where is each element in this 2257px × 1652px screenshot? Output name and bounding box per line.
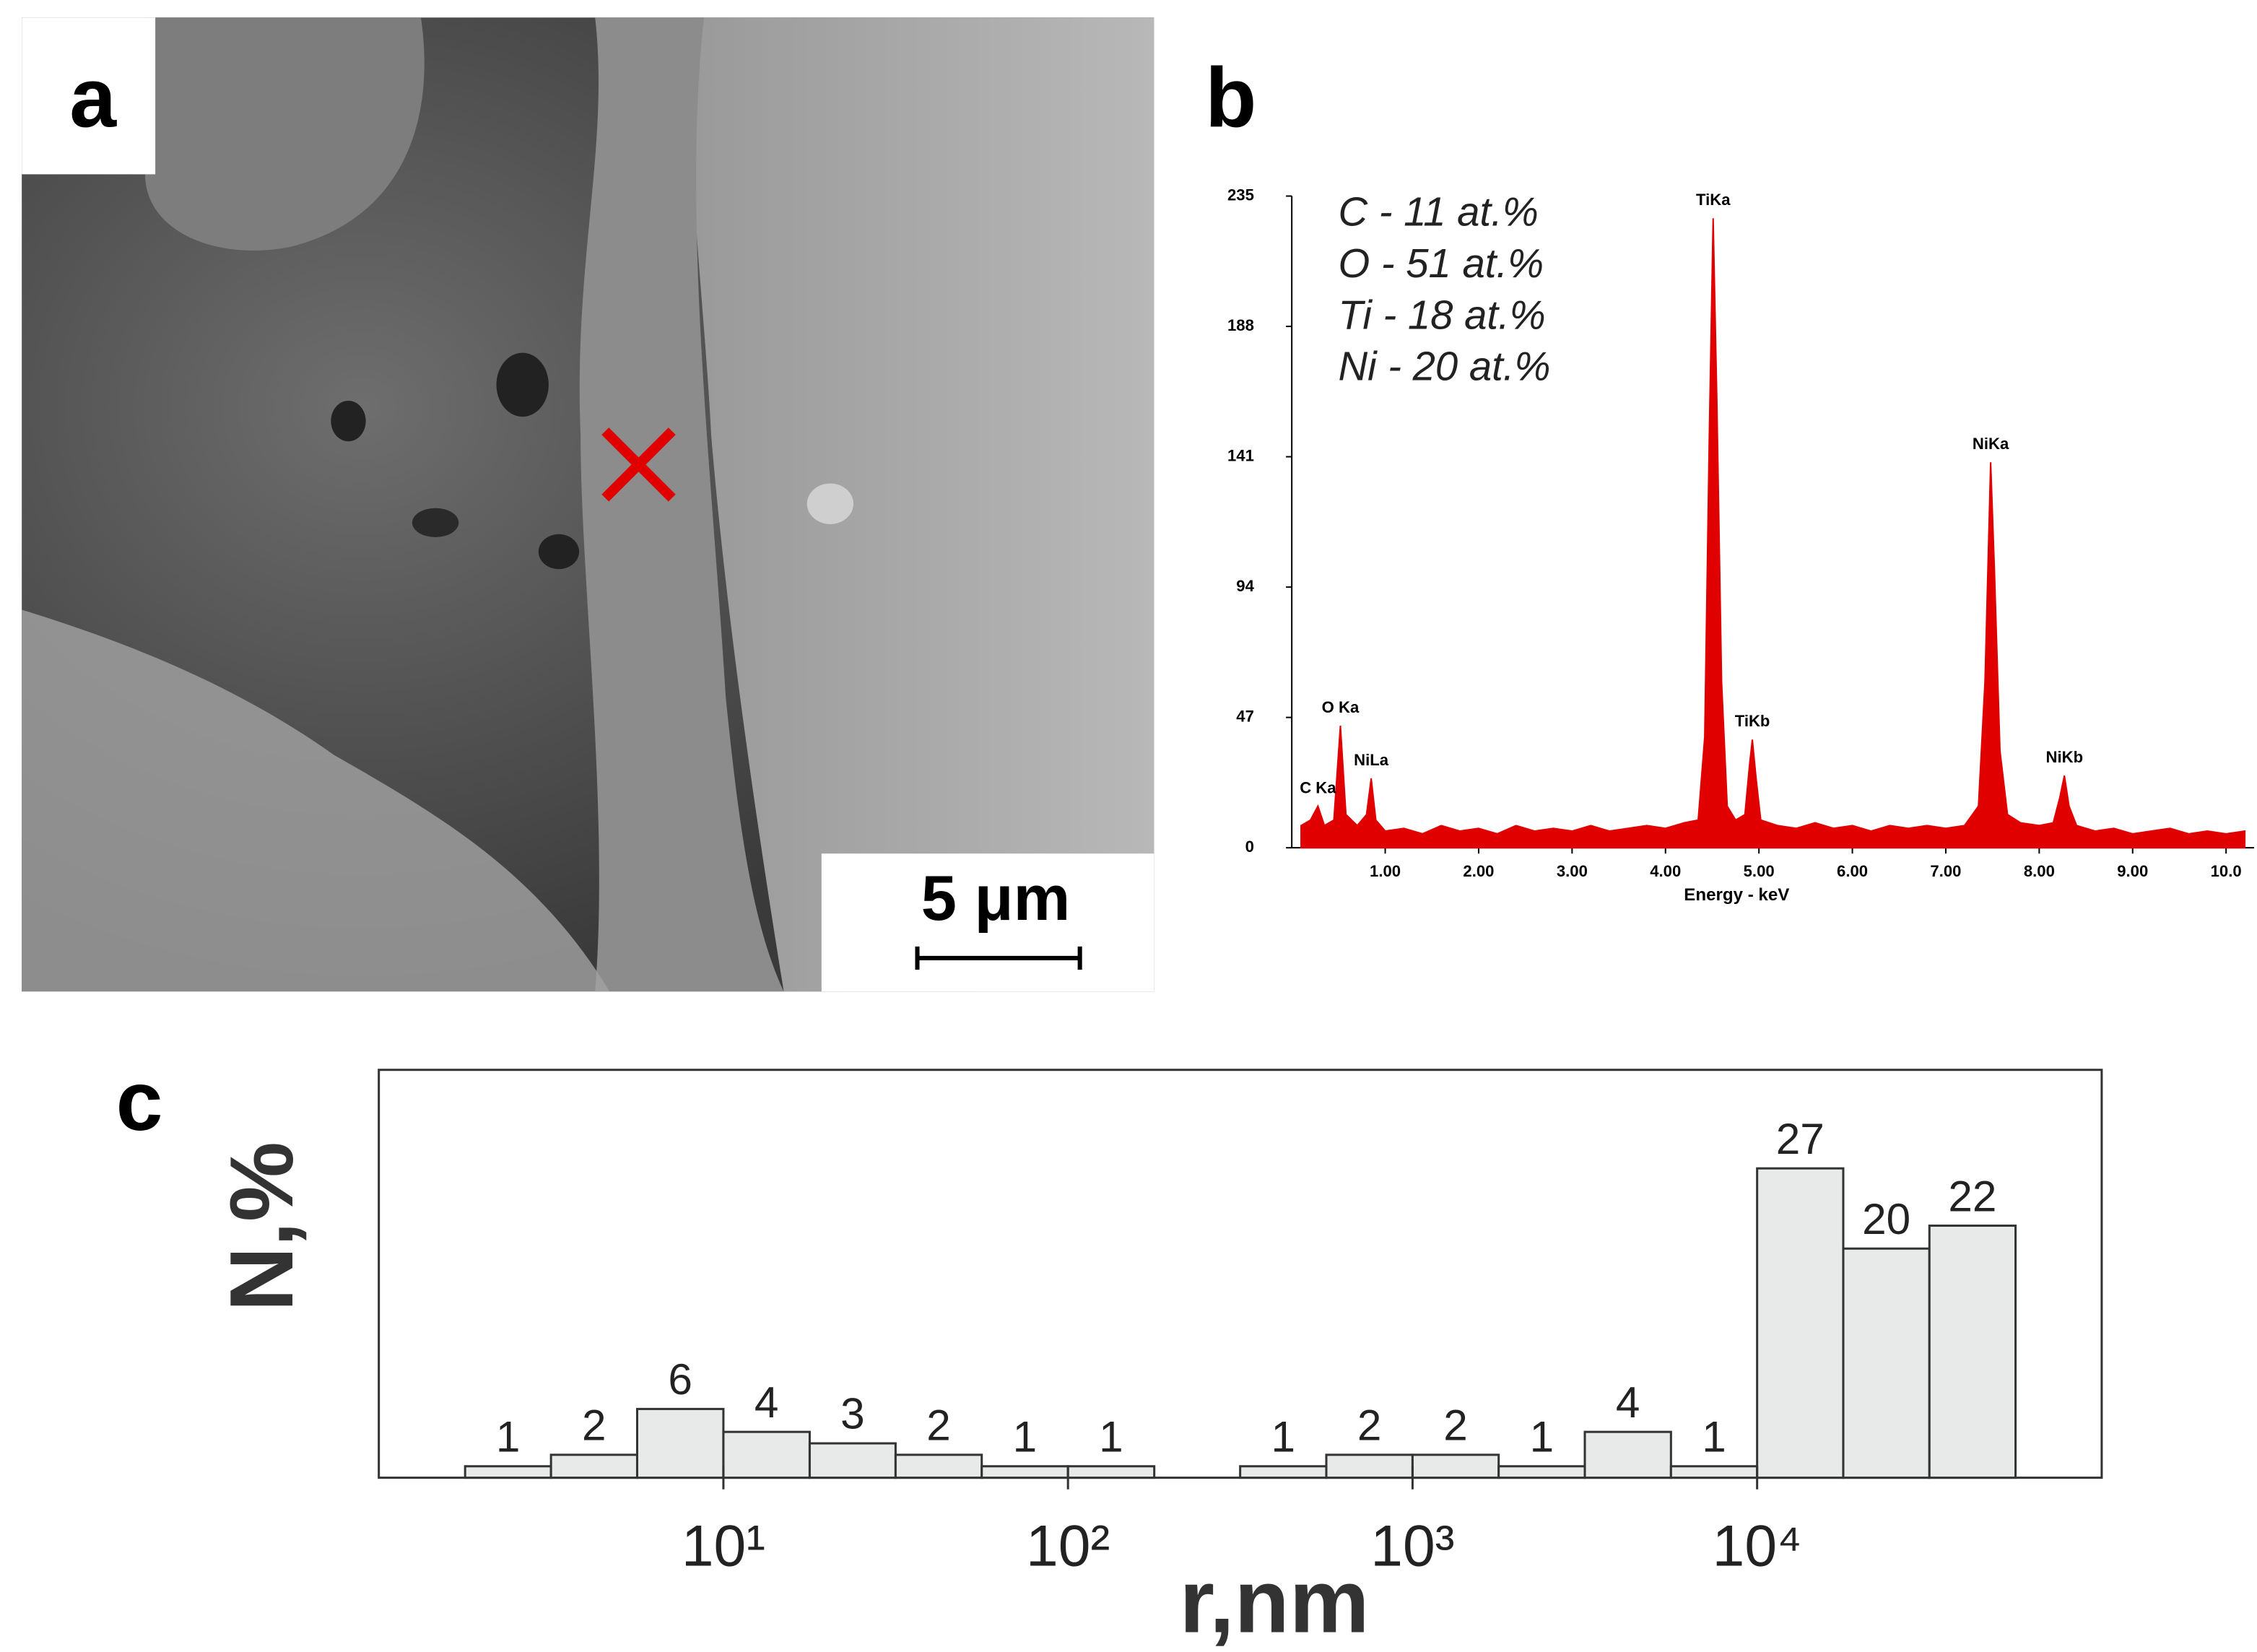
bar-value-label: 4: [754, 1378, 779, 1427]
composition-label: Ni - 20 at.%: [1338, 344, 1550, 389]
bar: [1066, 1465, 1156, 1479]
bar-value-label: 3: [840, 1389, 865, 1438]
bar: [1928, 1225, 2017, 1479]
bar-value-label: 22: [1948, 1171, 1996, 1220]
bar: [1411, 1453, 1500, 1479]
bar-value-label: 6: [668, 1355, 692, 1404]
panel-label: c: [116, 1053, 163, 1148]
sem-surface: [692, 17, 1154, 992]
peak-label: TiKa: [1696, 191, 1731, 209]
sem-debris: [22, 609, 610, 992]
y-axis-title: N,%: [212, 1142, 312, 1311]
bar-value-label: 1: [1013, 1412, 1038, 1461]
x-tick-label: 4.00: [1650, 862, 1681, 880]
bar-value-label: 2: [1443, 1401, 1468, 1450]
bar-value-label: 2: [582, 1401, 606, 1450]
scale-bar: [915, 946, 1082, 970]
x-tick-label: 2.00: [1463, 862, 1494, 880]
x-tick-label: 10¹: [682, 1513, 765, 1578]
bar: [635, 1407, 725, 1479]
bar-value-label: 1: [1702, 1412, 1726, 1461]
y-tick-label: 0: [1245, 838, 1254, 856]
bar-value-label: 4: [1616, 1378, 1640, 1427]
bar-value-label: 1: [1271, 1412, 1296, 1461]
bar-value-label: 2: [926, 1401, 951, 1450]
x-tick-label: 10.0: [2211, 862, 2242, 880]
bar-value-label: 2: [1357, 1401, 1382, 1450]
x-tick-label: 3.00: [1557, 862, 1588, 880]
panel-label: a: [69, 51, 117, 145]
x-tick-label: 5.00: [1744, 862, 1775, 880]
x-tick-label: 8.00: [2024, 862, 2055, 880]
sem-particle: [806, 483, 854, 524]
sem-block: [145, 17, 425, 251]
bar: [1239, 1465, 1328, 1479]
sem-pore: [331, 400, 366, 442]
sem-pore: [496, 352, 549, 417]
peak-label: TiKb: [1735, 712, 1770, 730]
bar-value-label: 20: [1862, 1194, 1910, 1243]
y-tick-label: 235: [1227, 186, 1254, 204]
composition-label: C - 11 at.%: [1338, 189, 1538, 235]
x-tick-label: 10²: [1026, 1513, 1110, 1578]
label-box: [22, 17, 156, 175]
y-tick-label: 94: [1236, 577, 1254, 595]
sem-pore: [538, 534, 580, 570]
bar: [808, 1442, 897, 1479]
bar-value-label: 1: [496, 1412, 521, 1461]
x-tick-label: 6.00: [1837, 862, 1868, 880]
bar: [1756, 1167, 1845, 1479]
sem-pore: [412, 508, 459, 537]
spectrum-area: [1300, 218, 2246, 849]
peak-label: NiKb: [2046, 748, 2084, 766]
bar: [1497, 1465, 1586, 1479]
y-tick-label: 47: [1236, 707, 1254, 725]
x-tick-label: 10³: [1370, 1513, 1454, 1578]
bar: [464, 1465, 552, 1479]
peak-label: NiKa: [1973, 435, 2009, 453]
x-axis-title: Energy - keV: [1684, 885, 1789, 905]
scale-bar-label: 5 μm: [921, 862, 1071, 934]
x-tick-label: 10⁴: [1713, 1513, 1802, 1578]
bar: [980, 1465, 1069, 1479]
peak-label: O Ka: [1322, 698, 1360, 716]
bar: [1583, 1430, 1672, 1479]
bar: [1842, 1247, 1931, 1479]
bar-value-label: 1: [1530, 1412, 1554, 1461]
x-axis-title: r,nm: [1179, 1551, 1369, 1651]
composition-label: O - 51 at.%: [1338, 240, 1544, 286]
sem-ridge: [579, 17, 784, 992]
panel-label: b: [1205, 51, 1256, 145]
bar-value-label: 27: [1776, 1114, 1825, 1163]
y-tick-label: 188: [1227, 316, 1254, 334]
sem-image: a 5 μm: [22, 17, 1154, 992]
x-tick-label: 7.00: [1930, 862, 1961, 880]
x-tick-label: 1.00: [1370, 862, 1401, 880]
bar: [1325, 1453, 1414, 1479]
bar: [894, 1453, 983, 1479]
measurement-marker: [601, 427, 676, 502]
y-tick-label: 141: [1227, 446, 1254, 464]
bar: [1669, 1465, 1759, 1479]
bar-value-label: 1: [1099, 1412, 1123, 1461]
x-tick-label: 9.00: [2117, 862, 2148, 880]
composition-label: Ti - 18 at.%: [1338, 292, 1545, 337]
peak-label: NiLa: [1354, 751, 1389, 769]
peak-label: C Ka: [1300, 778, 1336, 796]
bar: [722, 1430, 811, 1479]
scale-box: [821, 853, 1154, 992]
bar: [549, 1453, 638, 1479]
